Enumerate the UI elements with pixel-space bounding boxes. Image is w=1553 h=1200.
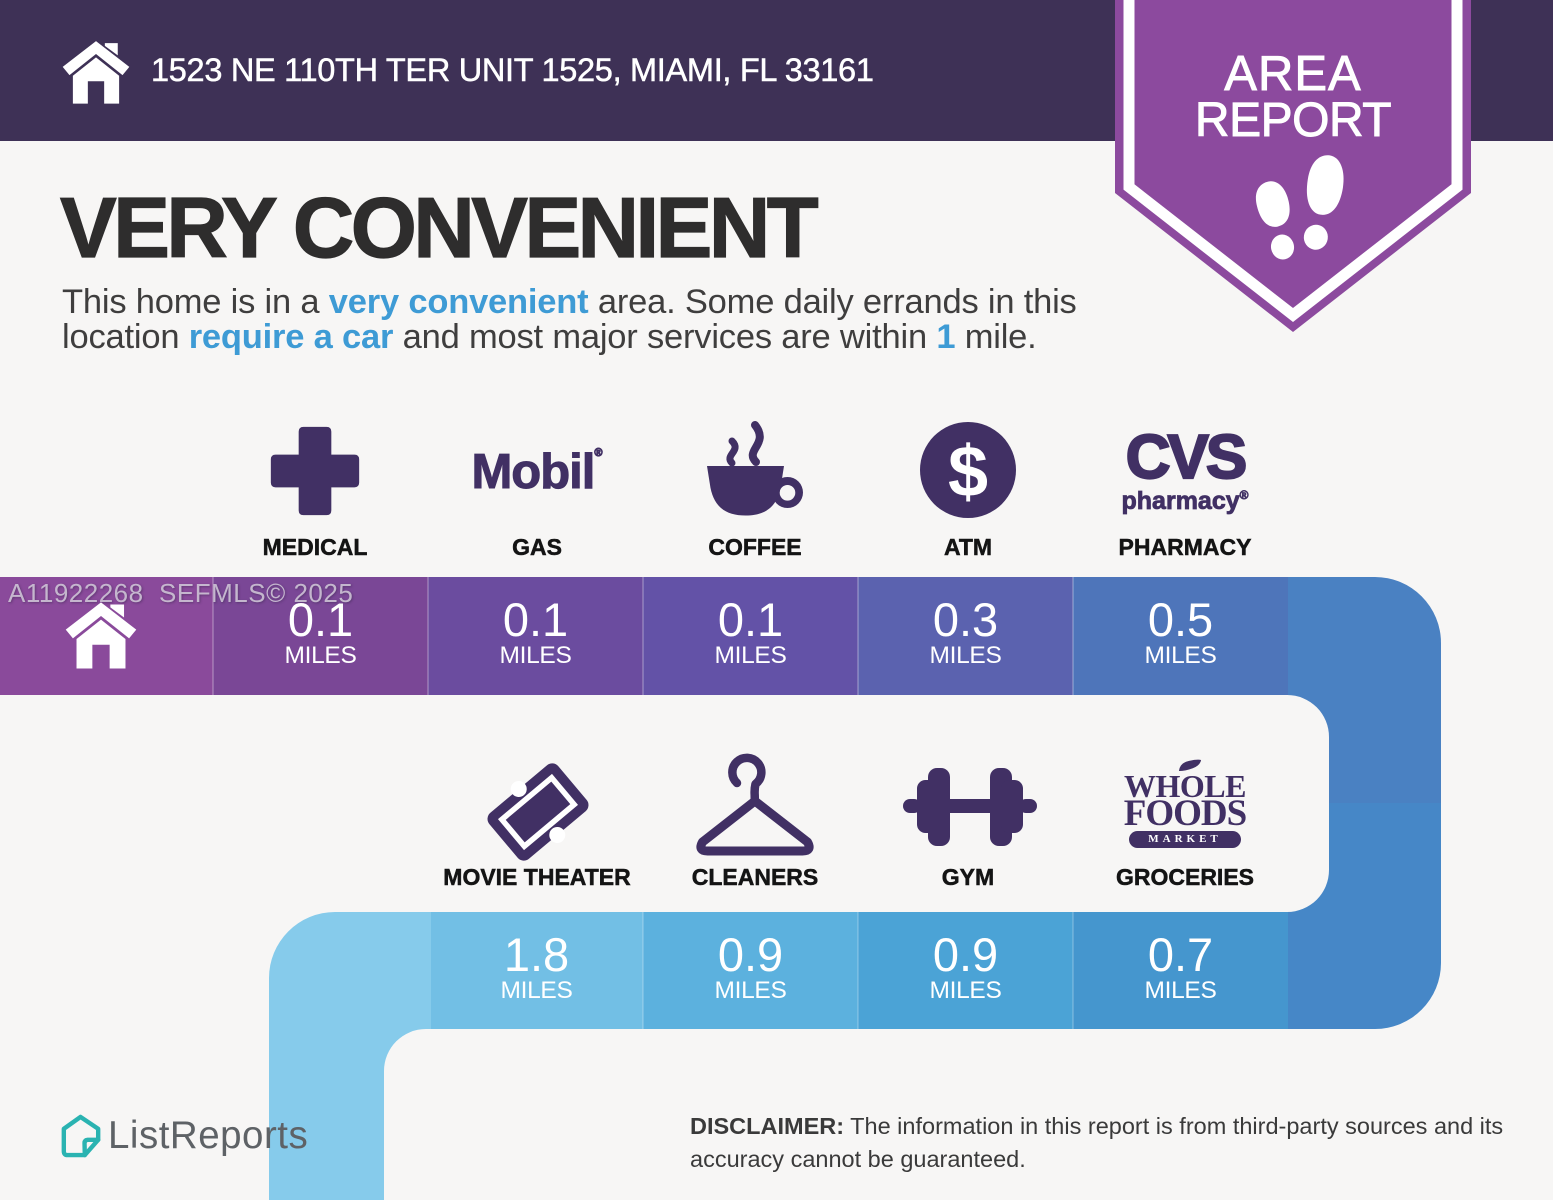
svg-text:REPORT: REPORT <box>1195 94 1391 147</box>
svg-text:AREA: AREA <box>1224 47 1361 101</box>
svg-text:$: $ <box>948 432 988 512</box>
